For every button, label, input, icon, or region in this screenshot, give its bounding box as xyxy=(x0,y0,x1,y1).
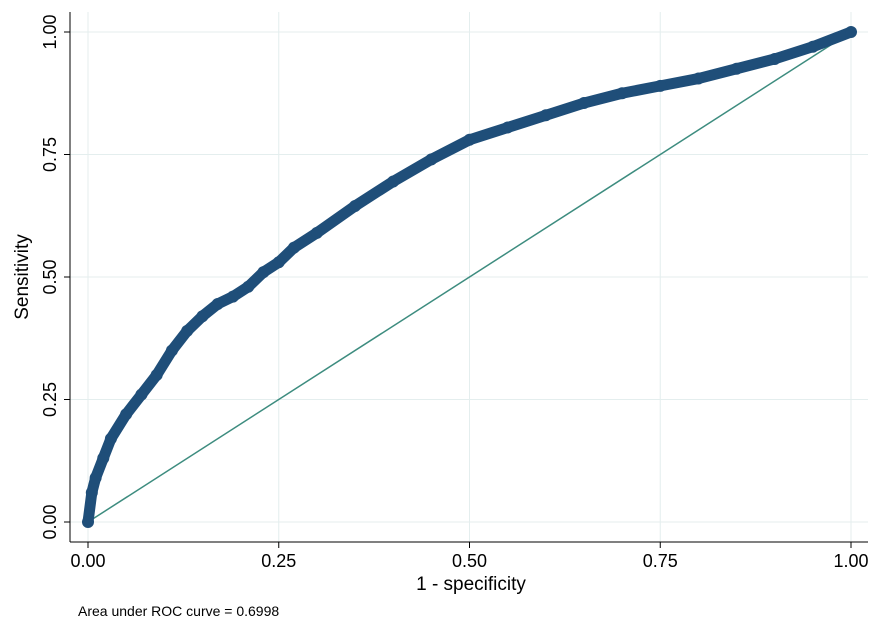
roc-point xyxy=(806,40,819,53)
roc-point xyxy=(135,388,148,401)
roc-point xyxy=(211,297,224,310)
roc-point xyxy=(242,280,255,293)
y-tick-label: 1.00 xyxy=(40,14,60,49)
roc-point xyxy=(226,290,239,303)
roc-point xyxy=(104,432,117,445)
y-tick-label: 0.50 xyxy=(40,259,60,294)
roc-point xyxy=(288,241,301,254)
roc-point xyxy=(120,408,133,421)
y-tick-label: 0.00 xyxy=(40,504,60,539)
roc-point xyxy=(150,369,163,381)
roc-point xyxy=(577,97,590,110)
roc-point xyxy=(165,344,178,357)
roc-point xyxy=(463,133,476,146)
roc-point xyxy=(82,516,94,528)
roc-point xyxy=(845,26,857,38)
reference-diagonal xyxy=(87,31,852,523)
roc-point xyxy=(616,87,629,100)
roc-point xyxy=(768,52,781,65)
roc-curve xyxy=(82,26,857,528)
y-tick-label: 0.25 xyxy=(40,382,60,417)
axis-ticks: 0.00 0.25 0.50 0.75 1.00 0.00 0.25 0.50 0.75 1.00 xyxy=(40,14,869,571)
roc-point xyxy=(654,79,667,92)
y-axis-title: Sensitivity xyxy=(12,234,33,320)
auc-note: Area under ROC curve = 0.6998 xyxy=(78,603,280,619)
roc-point xyxy=(310,226,323,239)
roc-point xyxy=(257,266,270,279)
roc-point xyxy=(730,62,743,75)
reference-line xyxy=(87,31,852,523)
roc-point xyxy=(539,109,552,122)
roc-point xyxy=(692,72,705,85)
x-tick-label: 0.00 xyxy=(70,551,105,571)
roc-point xyxy=(97,452,110,465)
x-tick-label: 0.25 xyxy=(261,551,296,571)
roc-point xyxy=(181,324,194,337)
roc-point xyxy=(387,175,400,188)
x-tick-label: 0.75 xyxy=(643,551,678,571)
roc-point xyxy=(196,310,209,323)
roc-point xyxy=(85,486,98,499)
y-tick-label: 0.75 xyxy=(40,137,60,172)
grid-lines xyxy=(70,12,868,542)
roc-point xyxy=(425,153,438,166)
x-tick-label: 1.00 xyxy=(833,551,868,571)
roc-point xyxy=(501,121,514,134)
roc-point xyxy=(349,199,362,212)
x-tick-label: 0.50 xyxy=(452,551,487,571)
x-axis-title: 1 - specificity xyxy=(416,574,526,595)
roc-point xyxy=(272,256,285,269)
roc-point xyxy=(89,471,102,484)
